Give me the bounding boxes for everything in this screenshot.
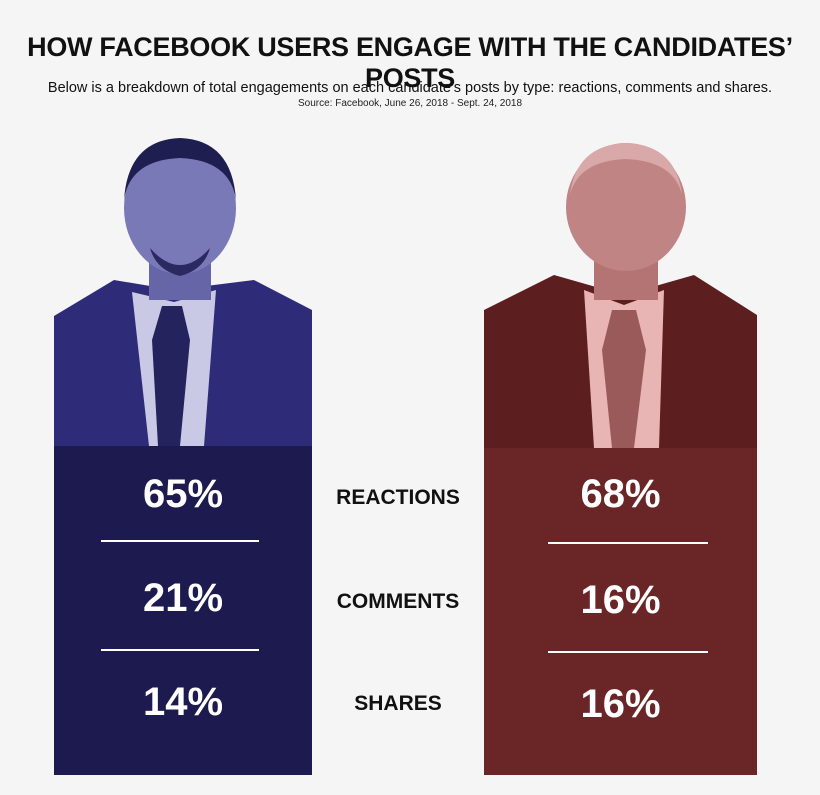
category-label-comments: COMMENTS	[336, 590, 460, 613]
left-comments-value: 21%	[142, 576, 224, 620]
right-divider-2	[548, 651, 708, 653]
left-divider-1	[101, 540, 259, 542]
category-label-reactions: REACTIONS	[336, 486, 460, 509]
left-candidate-panel: 65% 21% 14%	[54, 446, 312, 775]
category-label-shares: SHARES	[354, 692, 442, 715]
right-comments-value: 16%	[580, 578, 661, 622]
chart-subtitle: Below is a breakdown of total engagement…	[47, 80, 773, 96]
chart-source: Source: Facebook, June 26, 2018 - Sept. …	[297, 98, 523, 109]
left-candidate-photo	[54, 130, 312, 446]
left-shares-value: 14%	[142, 680, 224, 724]
right-reactions-value: 68%	[580, 472, 661, 516]
right-divider-1	[548, 542, 708, 544]
right-candidate-panel: 68% 16% 16%	[484, 448, 757, 775]
left-divider-2	[101, 649, 259, 651]
chart-title: HOW FACEBOOK USERS ENGAGE WITH THE CANDI…	[27, 32, 793, 93]
right-shares-value: 16%	[580, 682, 661, 726]
left-reactions-value: 65%	[142, 472, 224, 516]
right-candidate-photo	[484, 135, 757, 448]
